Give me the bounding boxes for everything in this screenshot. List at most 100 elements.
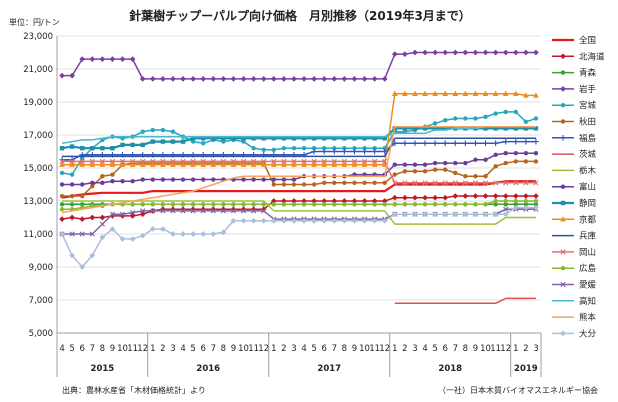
x-tick-label: 4 bbox=[180, 344, 185, 354]
data-point bbox=[432, 202, 438, 207]
data-point bbox=[240, 161, 247, 167]
data-point bbox=[150, 139, 155, 144]
data-point bbox=[89, 231, 95, 237]
data-point bbox=[230, 76, 237, 82]
data-point bbox=[493, 111, 498, 116]
data-point bbox=[372, 158, 378, 164]
data-point bbox=[230, 158, 237, 164]
data-point bbox=[462, 90, 469, 96]
legend-item: 富山 bbox=[552, 182, 596, 193]
x-tick-label: 6 bbox=[321, 344, 326, 354]
data-point bbox=[402, 162, 408, 167]
data-point bbox=[372, 146, 377, 151]
series-15 bbox=[59, 198, 539, 212]
series-11 bbox=[59, 126, 539, 151]
data-point bbox=[150, 177, 155, 182]
data-point bbox=[241, 202, 246, 207]
data-point bbox=[432, 180, 438, 186]
data-point bbox=[483, 174, 488, 179]
data-point bbox=[502, 138, 509, 145]
series-line bbox=[62, 137, 536, 158]
x-tick-label: 9 bbox=[231, 344, 236, 354]
y-axis: 5,000 7,000 9,000 11,000 13,000 15,000 17,000 1… bbox=[23, 32, 58, 339]
data-point bbox=[200, 208, 206, 214]
data-point bbox=[301, 161, 307, 167]
data-point bbox=[119, 158, 126, 164]
data-point bbox=[201, 202, 206, 207]
series-line bbox=[62, 160, 536, 184]
legend-label: 岩手 bbox=[579, 84, 597, 95]
data-point bbox=[271, 202, 276, 207]
data-point bbox=[190, 76, 196, 82]
data-point bbox=[79, 161, 86, 167]
data-point bbox=[533, 204, 539, 211]
data-point bbox=[301, 158, 307, 164]
series-7 bbox=[59, 138, 539, 163]
data-point bbox=[382, 136, 387, 141]
data-point bbox=[201, 141, 206, 146]
data-point bbox=[503, 126, 508, 131]
data-point bbox=[503, 150, 508, 156]
y-tick-label: 13,000 bbox=[23, 197, 53, 207]
data-point bbox=[281, 177, 287, 182]
data-point bbox=[270, 161, 277, 167]
data-point bbox=[59, 158, 65, 164]
data-point bbox=[260, 161, 267, 167]
data-point bbox=[170, 208, 176, 214]
data-point bbox=[361, 76, 368, 82]
data-point bbox=[341, 76, 348, 82]
data-point bbox=[361, 198, 368, 204]
data-point bbox=[513, 159, 518, 164]
data-point bbox=[230, 208, 237, 214]
data-point bbox=[231, 202, 236, 207]
x-tick-label: 3 bbox=[412, 344, 417, 354]
data-point bbox=[109, 226, 116, 232]
data-point bbox=[512, 49, 519, 56]
data-point bbox=[59, 207, 65, 212]
data-point bbox=[462, 140, 469, 147]
data-point bbox=[512, 90, 519, 96]
x-tick-label: 8 bbox=[100, 344, 105, 354]
data-point bbox=[560, 281, 566, 288]
data-point bbox=[80, 202, 85, 207]
data-point bbox=[69, 161, 75, 167]
x-tick-label: 2 bbox=[281, 344, 286, 354]
data-point bbox=[422, 180, 428, 186]
series-12 bbox=[59, 90, 539, 167]
data-point bbox=[150, 208, 156, 214]
data-point bbox=[69, 72, 75, 79]
series-18 bbox=[61, 126, 536, 214]
y-tick-label: 5,000 bbox=[29, 329, 53, 339]
legend-item: 静岡 bbox=[552, 198, 596, 209]
data-point bbox=[352, 202, 357, 207]
x-tick-label: 8 bbox=[221, 344, 226, 354]
series-8 bbox=[394, 297, 536, 305]
data-point bbox=[533, 126, 539, 131]
data-point bbox=[119, 56, 126, 62]
data-point bbox=[311, 202, 317, 207]
data-point bbox=[281, 161, 287, 167]
data-point bbox=[79, 56, 86, 62]
data-point bbox=[523, 159, 529, 164]
data-point bbox=[503, 160, 508, 166]
x-tick-label: 4 bbox=[301, 344, 306, 354]
x-tick-label: 12 bbox=[379, 344, 390, 354]
data-point bbox=[341, 217, 348, 224]
data-point bbox=[560, 119, 566, 124]
data-point bbox=[560, 330, 566, 337]
data-point bbox=[513, 150, 518, 156]
data-point bbox=[362, 146, 367, 151]
data-point bbox=[80, 146, 85, 151]
data-point bbox=[190, 231, 196, 237]
x-tick-label: 6 bbox=[79, 344, 84, 354]
data-point bbox=[261, 136, 266, 141]
data-point bbox=[220, 208, 226, 214]
data-point bbox=[200, 76, 207, 82]
data-point bbox=[170, 129, 176, 134]
legend-label: 岡山 bbox=[579, 247, 596, 258]
x-tick-label: 3 bbox=[291, 344, 296, 354]
data-point bbox=[261, 147, 266, 153]
x-tick-label: 9 bbox=[352, 344, 357, 354]
y-tick-label: 15,000 bbox=[23, 164, 53, 174]
